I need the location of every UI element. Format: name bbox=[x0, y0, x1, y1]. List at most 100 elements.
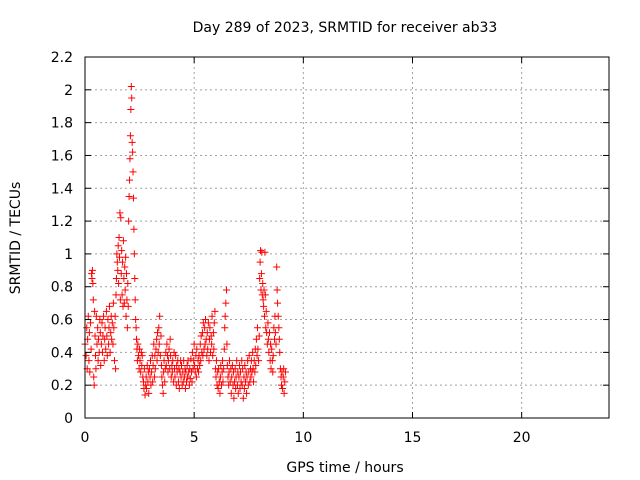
data-point bbox=[230, 394, 238, 402]
data-point bbox=[119, 237, 127, 245]
data-point bbox=[165, 345, 173, 353]
data-point bbox=[265, 329, 273, 337]
data-point bbox=[217, 381, 225, 389]
y-axis-tick-labels: 0 0.2 0.4 0.6 0.8 1 1.2 1.4 1.6 1.8 2 2.2 bbox=[51, 50, 73, 427]
data-point bbox=[255, 357, 263, 365]
y-tick-label: 2.2 bbox=[51, 50, 73, 66]
y-axis-label: SRMTID / TECUs bbox=[8, 182, 24, 295]
data-point bbox=[129, 148, 137, 156]
data-point bbox=[92, 365, 100, 373]
data-point bbox=[114, 242, 122, 250]
y-tick-label: 0 bbox=[64, 411, 73, 427]
data-point bbox=[145, 389, 153, 397]
data-point bbox=[175, 384, 183, 392]
data-point bbox=[268, 357, 276, 365]
y-tick-label: 0.2 bbox=[51, 378, 73, 394]
data-point bbox=[130, 225, 138, 233]
data-point bbox=[97, 361, 105, 369]
data-point bbox=[262, 307, 270, 315]
data-point bbox=[112, 291, 120, 299]
data-point bbox=[274, 312, 282, 320]
data-point bbox=[247, 373, 255, 381]
data-point bbox=[124, 302, 132, 310]
data-point bbox=[82, 352, 90, 360]
data-point bbox=[252, 361, 260, 369]
data-point bbox=[89, 279, 97, 287]
data-point bbox=[264, 335, 272, 343]
data-point bbox=[250, 378, 258, 386]
data-point bbox=[156, 312, 164, 320]
data-point bbox=[203, 329, 211, 337]
y-tick-label: 1.8 bbox=[51, 116, 73, 132]
y-tick-label: 1 bbox=[64, 247, 73, 263]
data-point bbox=[262, 324, 270, 332]
data-point bbox=[202, 316, 210, 324]
data-point bbox=[280, 365, 288, 373]
data-point bbox=[129, 168, 137, 176]
plot-area-frame bbox=[84, 56, 610, 419]
data-point bbox=[256, 275, 264, 283]
data-point bbox=[205, 335, 213, 343]
data-point bbox=[126, 155, 134, 163]
data-point bbox=[85, 357, 93, 365]
data-point bbox=[240, 384, 248, 392]
data-point bbox=[90, 381, 98, 389]
data-point bbox=[102, 345, 110, 353]
data-point bbox=[131, 296, 139, 304]
data-point bbox=[102, 307, 110, 315]
data-point bbox=[216, 389, 224, 397]
data-point bbox=[228, 361, 236, 369]
y-tick-label: 0.4 bbox=[51, 345, 73, 361]
data-point bbox=[128, 94, 136, 102]
data-point bbox=[279, 384, 287, 392]
data-point bbox=[234, 389, 242, 397]
data-point bbox=[149, 378, 157, 386]
x-tick-label: 0 bbox=[81, 430, 90, 446]
data-point bbox=[127, 106, 135, 114]
y-tick-label: 0.6 bbox=[51, 313, 73, 329]
data-point bbox=[138, 352, 146, 360]
data-point bbox=[259, 279, 267, 287]
data-point bbox=[95, 335, 103, 343]
data-point bbox=[128, 138, 136, 146]
data-point bbox=[116, 209, 124, 217]
data-point bbox=[88, 266, 96, 274]
data-point bbox=[209, 329, 217, 337]
data-point bbox=[216, 373, 224, 381]
data-point bbox=[125, 192, 133, 200]
data-point bbox=[118, 247, 126, 255]
data-point bbox=[221, 312, 229, 320]
data-point bbox=[186, 375, 194, 383]
data-point bbox=[260, 312, 268, 320]
x-axis-label: GPS time / hours bbox=[286, 460, 403, 476]
data-point bbox=[275, 324, 283, 332]
data-point bbox=[166, 335, 174, 343]
data-point bbox=[239, 394, 247, 402]
data-point bbox=[261, 291, 269, 299]
data-point bbox=[112, 365, 120, 373]
data-point bbox=[105, 302, 113, 310]
data-point bbox=[193, 345, 201, 353]
data-point bbox=[158, 373, 166, 381]
data-point bbox=[187, 355, 195, 363]
data-point bbox=[117, 214, 125, 222]
data-point bbox=[245, 352, 253, 360]
data-point bbox=[206, 324, 214, 332]
data-point bbox=[153, 357, 161, 365]
data-point bbox=[103, 332, 111, 340]
data-point bbox=[157, 332, 165, 340]
data-point bbox=[269, 368, 277, 376]
x-tick-label: 10 bbox=[294, 430, 312, 446]
data-point bbox=[83, 324, 91, 332]
data-point bbox=[123, 324, 131, 332]
data-point bbox=[153, 335, 161, 343]
data-point bbox=[244, 381, 252, 389]
data-point bbox=[218, 368, 226, 376]
data-point bbox=[122, 270, 130, 278]
data-point bbox=[192, 373, 200, 381]
data-point bbox=[114, 266, 122, 274]
y-tick-label: 1.4 bbox=[51, 181, 73, 197]
data-point bbox=[251, 368, 259, 376]
data-point bbox=[221, 324, 229, 332]
data-point bbox=[214, 384, 222, 392]
